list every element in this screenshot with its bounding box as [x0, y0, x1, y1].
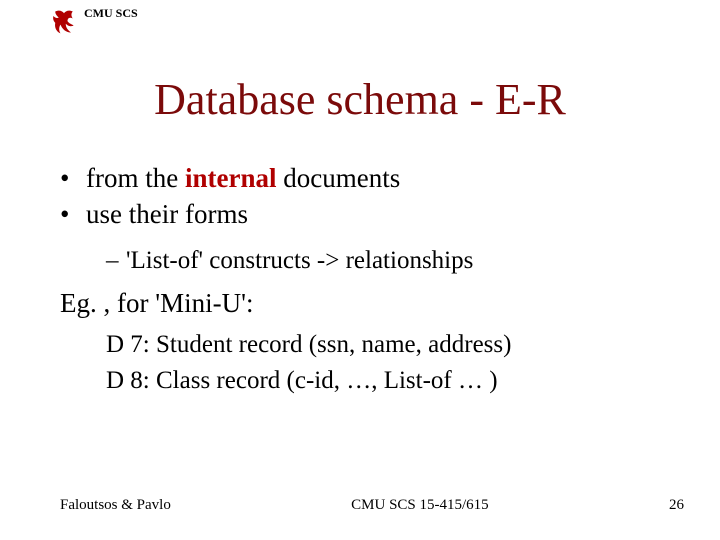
footer-authors: Faloutsos & Pavlo	[60, 497, 171, 514]
bullet-list: from the internal documents use their fo…	[60, 160, 680, 233]
bullet-text-highlight: internal	[185, 163, 277, 193]
slide-header: CMU SCS	[50, 6, 138, 36]
indent-item: D 8: Class record (c-id, …, List-of … )	[106, 363, 680, 399]
bullet-item: from the internal documents	[60, 160, 680, 196]
slide-content: from the internal documents use their fo…	[60, 160, 680, 399]
bullet-text-pre: use their forms	[86, 199, 248, 229]
slide-title: Database schema - E-R	[0, 74, 720, 125]
footer-course: CMU SCS 15-415/615	[351, 497, 489, 514]
sub-bullet-list: 'List-of' constructs -> relationships	[106, 243, 680, 278]
bullet-text-post: documents	[276, 163, 400, 193]
bullet-item: use their forms	[60, 196, 680, 232]
slide-footer: Faloutsos & Pavlo CMU SCS 15-415/615 26	[60, 497, 684, 514]
footer-page-number: 26	[669, 497, 684, 514]
example-line: Eg. , for 'Mini-U':	[60, 288, 680, 319]
header-label: CMU SCS	[84, 6, 138, 21]
cmu-scotty-logo-icon	[50, 8, 78, 36]
sub-bullet-item: 'List-of' constructs -> relationships	[106, 243, 680, 278]
indent-list: D 7: Student record (ssn, name, address)…	[106, 327, 680, 400]
indent-item: D 7: Student record (ssn, name, address)	[106, 327, 680, 363]
bullet-text-pre: from the	[86, 163, 185, 193]
